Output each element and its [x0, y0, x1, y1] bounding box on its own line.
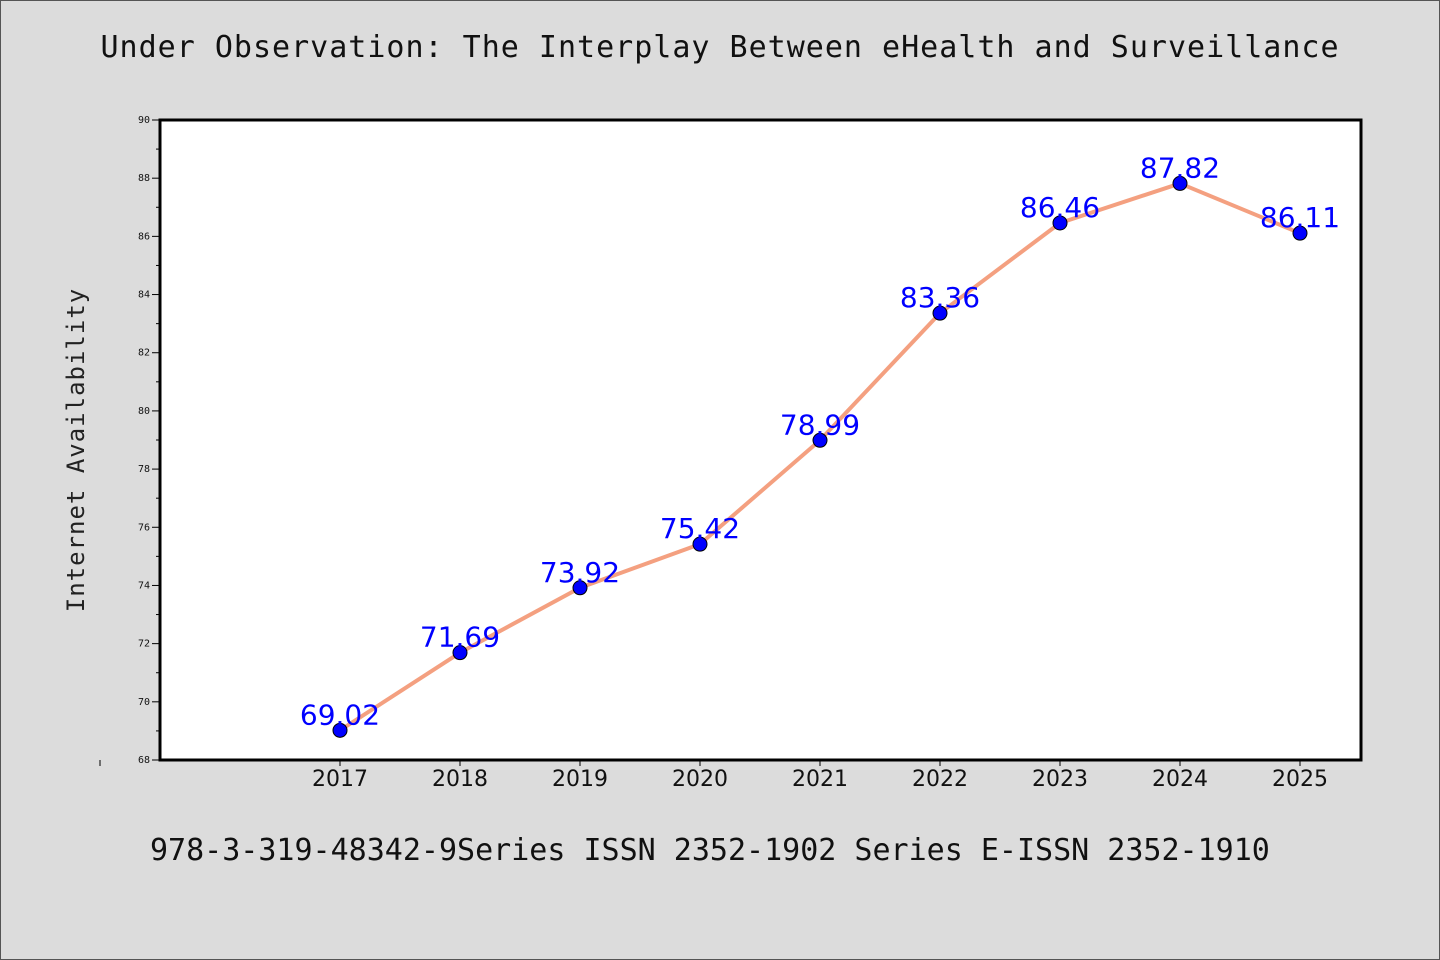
- data-label: 86.11: [1260, 201, 1340, 234]
- x-tick-label: 2024: [1152, 767, 1208, 792]
- x-tick-label: 2021: [792, 767, 848, 792]
- y-tick-label: 80: [138, 406, 150, 417]
- data-point: [1292, 225, 1308, 241]
- y-axis-label: Internet Availability: [62, 288, 90, 612]
- x-tick-label: 2025: [1272, 767, 1328, 792]
- footer-text: 978-3-319-48342-9Series ISSN 2352-1902 S…: [150, 833, 1270, 868]
- data-label: 83.36: [900, 281, 980, 314]
- x-axis: 2017 2018 2019 2020 2021 2022 2023 2024 2025: [99, 760, 1328, 792]
- x-tick-label: 2019: [552, 767, 608, 792]
- y-axis: 68 70 72 74 76 78 80 82 84 86 88 90: [138, 115, 160, 766]
- x-tick-label: 2023: [1032, 767, 1088, 792]
- data-label: 73.92: [540, 556, 620, 589]
- data-labels: 69.02 71.69 73.92 75.42 78.99 83.36 86.46 87.82…: [300, 151, 1340, 731]
- data-point: [692, 536, 708, 552]
- y-tick-label: 86: [138, 231, 150, 242]
- data-label: 75.42: [660, 512, 740, 545]
- y-tick-label: 74: [138, 580, 150, 591]
- data-label: 69.02: [300, 698, 380, 731]
- data-point: [452, 645, 468, 661]
- y-tick-label: 78: [138, 464, 150, 475]
- data-label: 86.46: [1020, 191, 1100, 224]
- x-tick-label: 2022: [912, 767, 968, 792]
- data-label: 78.99: [780, 408, 860, 441]
- data-label: 71.69: [420, 621, 500, 654]
- data-point: [1172, 175, 1188, 191]
- data-point: [572, 580, 588, 596]
- data-point: [812, 432, 828, 448]
- data-label: 87.82: [1140, 151, 1220, 184]
- plot-area: [158, 118, 1363, 762]
- y-tick-label: 68: [138, 755, 150, 766]
- y-tick-label: 84: [138, 290, 150, 301]
- data-point: [332, 722, 348, 738]
- y-tick-label: 70: [138, 697, 150, 708]
- y-tick-label: 72: [138, 639, 150, 650]
- x-tick-label: 2020: [672, 767, 728, 792]
- y-tick-label: 82: [138, 348, 150, 359]
- data-markers: [332, 175, 1308, 738]
- chart-title: Under Observation: The Interplay Between…: [100, 30, 1340, 65]
- y-tick-label: 90: [138, 115, 150, 126]
- x-tick-label: 2017: [312, 767, 368, 792]
- data-point: [1052, 215, 1068, 231]
- data-point: [932, 305, 948, 321]
- y-tick-label: 88: [138, 173, 150, 184]
- x-tick-label: 2018: [432, 767, 488, 792]
- y-tick-label: 76: [138, 522, 150, 533]
